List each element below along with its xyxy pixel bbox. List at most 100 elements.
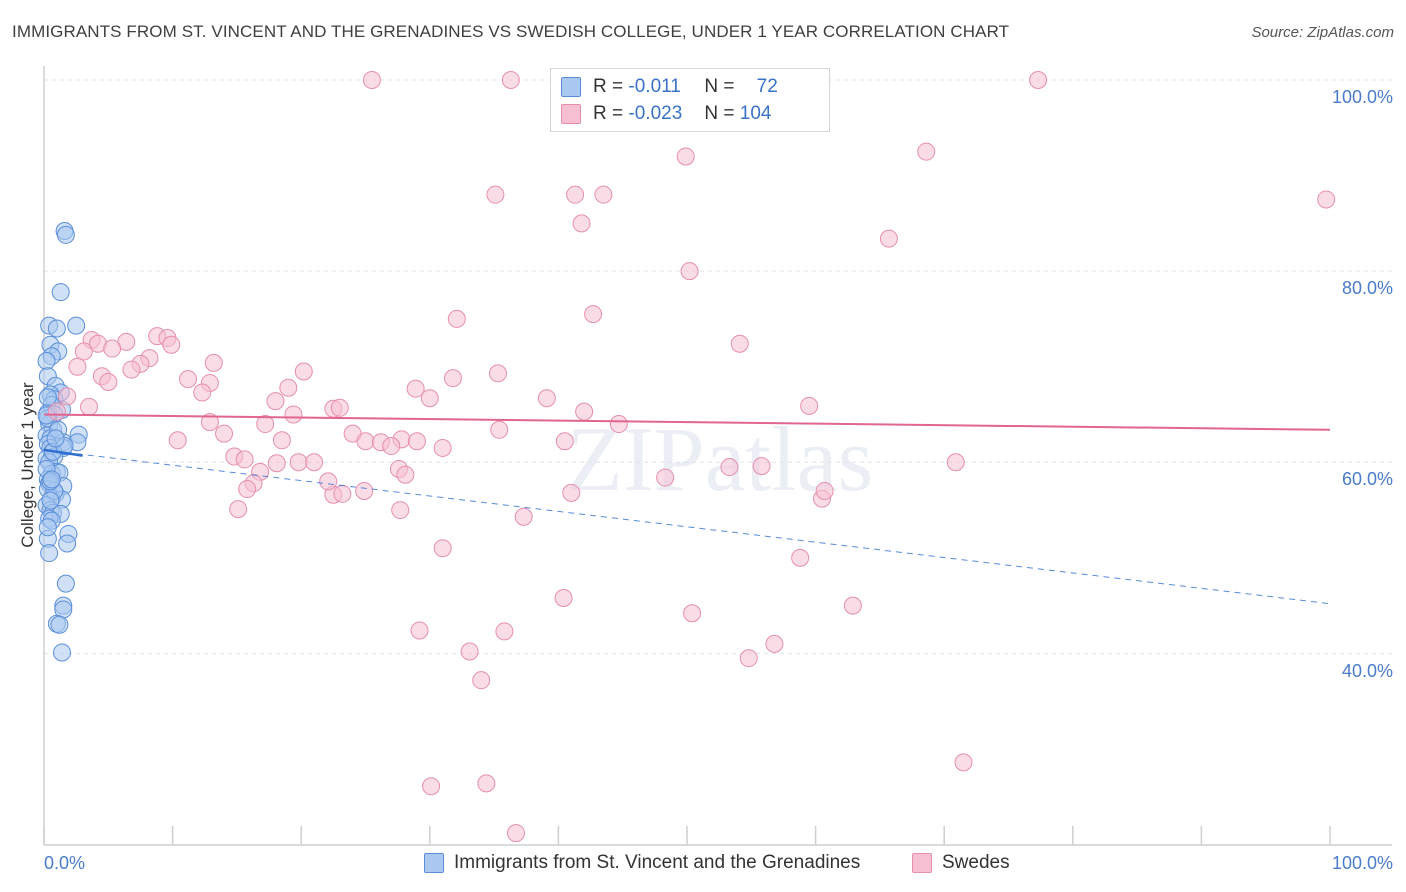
swedes-point bbox=[460, 642, 479, 661]
swedes-point bbox=[68, 357, 87, 376]
swedes-point bbox=[266, 392, 285, 411]
immigrants-point bbox=[41, 491, 60, 510]
swedes-point bbox=[179, 370, 198, 389]
swedes-point bbox=[791, 548, 810, 567]
swedes-point bbox=[58, 387, 77, 406]
swedes-point bbox=[739, 649, 758, 668]
immigrants-point bbox=[50, 615, 69, 634]
swedes-point bbox=[407, 432, 426, 451]
swedes-point bbox=[330, 398, 349, 417]
r-label: R = bbox=[593, 103, 624, 124]
swedes-point bbox=[294, 362, 313, 381]
immigrants-point bbox=[51, 283, 70, 302]
swedes-point bbox=[815, 481, 834, 500]
swedes-point bbox=[566, 185, 585, 204]
immigrants-legend-swatch bbox=[424, 853, 444, 873]
legend-item-swedes: Swedes bbox=[912, 852, 1010, 874]
swedes-point bbox=[486, 185, 505, 204]
r-value: -0.023 bbox=[628, 103, 683, 124]
swedes-point bbox=[488, 364, 507, 383]
swedes-point bbox=[74, 342, 93, 361]
swedes-point bbox=[752, 457, 771, 476]
legend-label-swedes: Swedes bbox=[942, 852, 1010, 873]
swedes-point bbox=[514, 507, 533, 526]
swedes-point bbox=[720, 458, 739, 477]
grid-lines bbox=[44, 79, 1392, 654]
trend-lines bbox=[43, 413, 1331, 605]
swedes-swatch bbox=[561, 104, 581, 124]
swedes-point bbox=[200, 413, 219, 432]
y-tick-label-100: 100.0% bbox=[1331, 87, 1393, 107]
swedes-point bbox=[562, 483, 581, 502]
n-value: 72 bbox=[756, 76, 778, 97]
swedes-point bbox=[676, 147, 695, 166]
swedes-point bbox=[537, 389, 556, 408]
swedes-point bbox=[229, 500, 248, 519]
swedes-point bbox=[447, 309, 466, 328]
immigrants-point bbox=[67, 316, 86, 335]
swedes-point bbox=[168, 431, 187, 450]
legend-label-immigrants: Immigrants from St. Vincent and the Gren… bbox=[454, 852, 861, 873]
swedes-point bbox=[406, 379, 425, 398]
swedes-point bbox=[609, 415, 628, 434]
swedes-point bbox=[382, 437, 401, 456]
swedes-point bbox=[433, 438, 452, 457]
stats-legend-row-immigrants: R = -0.011 N = 72 bbox=[561, 75, 778, 99]
swedes-point bbox=[235, 450, 254, 469]
r-label: R = bbox=[593, 76, 624, 97]
swedes-point bbox=[103, 339, 122, 358]
swedes-legend-swatch bbox=[912, 853, 932, 873]
swedes-point bbox=[396, 465, 415, 484]
swedes-point bbox=[356, 432, 375, 451]
swedes-point bbox=[279, 378, 298, 397]
swedes-point bbox=[555, 432, 574, 451]
series-legend: Immigrants from St. Vincent and the Gren… bbox=[0, 852, 1406, 878]
swedes-point bbox=[584, 305, 603, 324]
swedes-point bbox=[99, 373, 118, 391]
n-label: N = bbox=[704, 76, 735, 97]
swedes-point bbox=[594, 185, 613, 204]
source-credit: Source: ZipAtlas.com bbox=[1251, 24, 1394, 41]
swedes-point bbox=[319, 472, 338, 491]
series-swedes-points bbox=[47, 71, 1336, 843]
x-tick-label-right: 100.0% bbox=[1331, 853, 1393, 873]
swedes-point bbox=[122, 360, 141, 379]
swedes-point bbox=[477, 774, 496, 793]
swedes-point bbox=[289, 453, 308, 472]
swedes-point bbox=[680, 262, 699, 281]
swedes-point bbox=[800, 396, 819, 415]
swedes-point bbox=[272, 431, 291, 450]
y-tick-label-80: 80.0% bbox=[1341, 278, 1393, 298]
n-label: N = bbox=[704, 103, 735, 124]
swedes-point bbox=[420, 389, 439, 408]
swedes-point bbox=[946, 453, 965, 472]
swedes-point bbox=[554, 588, 573, 607]
legend-item-immigrants: Immigrants from St. Vincent and the Gren… bbox=[424, 852, 860, 874]
immigrants-trend-dashed bbox=[43, 449, 1331, 605]
immigrants-point bbox=[38, 388, 57, 407]
swedes-point bbox=[879, 229, 898, 248]
immigrants-point bbox=[38, 518, 57, 537]
swedes-point bbox=[575, 402, 594, 421]
swedes-point bbox=[238, 480, 257, 499]
stats-legend-row-swedes: R = -0.023 N = 104 bbox=[561, 102, 778, 126]
swedes-point bbox=[267, 454, 286, 473]
swedes-trend-line bbox=[43, 413, 1331, 431]
swedes-point bbox=[433, 539, 452, 558]
swedes-point bbox=[305, 453, 324, 472]
series-immigrants-points bbox=[37, 222, 88, 662]
swedes-point bbox=[443, 369, 462, 388]
swedes-point bbox=[193, 383, 212, 402]
swedes-point bbox=[391, 501, 410, 520]
chart-title: IMMIGRANTS FROM ST. VINCENT AND THE GREN… bbox=[12, 22, 1010, 41]
swedes-point bbox=[730, 334, 749, 353]
immigrants-point bbox=[58, 534, 77, 553]
immigrants-point bbox=[56, 225, 75, 244]
r-value: -0.011 bbox=[628, 76, 681, 97]
swedes-point bbox=[333, 484, 352, 503]
immigrants-swatch bbox=[561, 77, 581, 97]
x-tick-label-left: 0.0% bbox=[44, 853, 86, 873]
swedes-point bbox=[490, 420, 509, 439]
n-value: 104 bbox=[739, 103, 772, 124]
